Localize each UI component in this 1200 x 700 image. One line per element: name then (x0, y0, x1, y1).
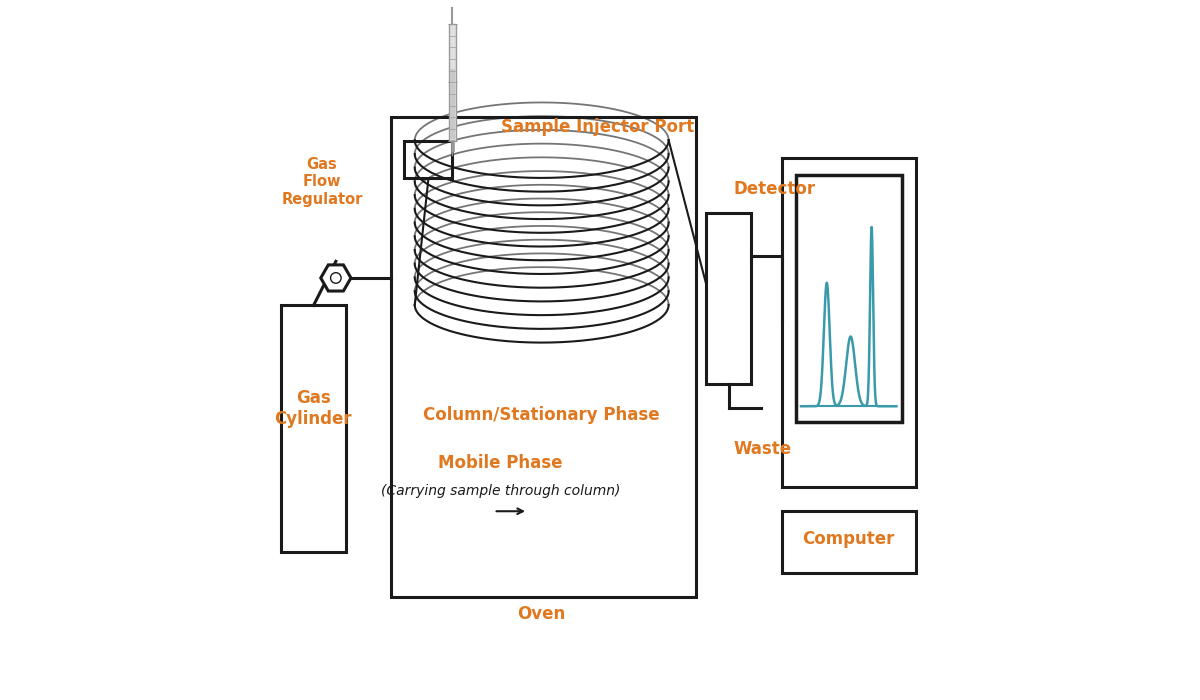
Circle shape (330, 273, 341, 284)
Bar (451, 140, 454, 151)
Bar (450, 69, 455, 139)
Text: Gas
Flow
Regulator: Gas Flow Regulator (282, 157, 362, 206)
Bar (404, 141, 452, 178)
Bar (796, 175, 902, 422)
Bar (281, 305, 346, 552)
Text: Waste: Waste (733, 440, 792, 458)
Text: Mobile Phase: Mobile Phase (438, 454, 563, 472)
Bar (782, 158, 916, 487)
Bar (707, 213, 751, 384)
Text: Oven: Oven (517, 606, 566, 623)
Text: Sample Injector Port: Sample Injector Port (500, 118, 694, 136)
Bar (782, 511, 916, 573)
Text: Gas
Cylinder: Gas Cylinder (275, 389, 352, 428)
Text: (Carrying sample through column): (Carrying sample through column) (380, 484, 620, 498)
Bar (449, 24, 456, 141)
Text: Column/Stationary Phase: Column/Stationary Phase (424, 406, 660, 424)
Text: Computer: Computer (802, 530, 894, 547)
Text: Detector: Detector (733, 180, 816, 198)
Bar (391, 117, 696, 597)
